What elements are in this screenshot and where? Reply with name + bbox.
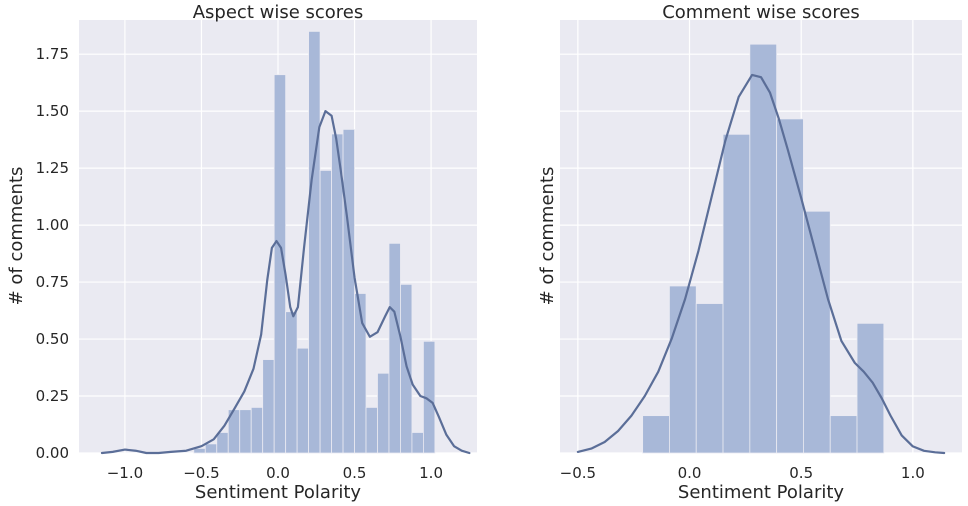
aspect-histogram-bars <box>193 30 436 454</box>
aspect-x-tick-label: 0.0 <box>266 464 290 482</box>
comment-histogram-bars <box>642 43 885 454</box>
aspect-histogram-bar <box>239 409 252 454</box>
comment-x-tick-label: −0.5 <box>560 464 596 482</box>
aspect-x-tick-label: 0.5 <box>343 464 367 482</box>
aspect-y-axis-label: # of comments <box>6 167 27 306</box>
comment-histogram-bar <box>803 210 831 454</box>
aspect-histogram-bar <box>250 407 264 454</box>
aspect-histogram-bar <box>342 128 355 454</box>
aspect-histogram-bar <box>411 432 424 454</box>
aspect-y-tick-label: 0.25 <box>36 387 69 405</box>
comment-x-tick-label: 0.5 <box>789 464 813 482</box>
aspect-x-tick-label: 1.0 <box>419 464 443 482</box>
aspect-y-tick-label: 1.75 <box>36 45 69 63</box>
comment-x-tick-label: 0.0 <box>678 464 702 482</box>
comment-density-curve <box>576 73 946 455</box>
aspect-histogram-bar <box>296 347 310 454</box>
aspect-x-tick-label: −1.0 <box>107 464 143 482</box>
comment-x-axis-label: Sentiment Polarity <box>678 482 844 503</box>
aspect-x-tick-label: −0.5 <box>183 464 219 482</box>
aspect-chart-title: Aspect wise scores <box>193 2 364 23</box>
aspect-density-curve-group <box>100 110 471 455</box>
aspect-histogram-bar <box>308 30 321 454</box>
aspect-histogram-bar <box>365 407 378 454</box>
aspect-y-tick-labels: 0.00 0.25 0.50 0.75 1.00 1.25 1.50 1.75 <box>36 45 69 462</box>
comment-y-axis-label: # of comments <box>537 167 558 306</box>
comment-histogram-bar <box>776 118 804 454</box>
aspect-histogram-bar <box>262 359 275 454</box>
aspect-y-tick-label: 0.00 <box>36 444 69 462</box>
comment-histogram-bar <box>695 303 724 454</box>
aspect-x-tick-labels: −1.0 −0.5 0.0 0.5 1.0 <box>107 464 443 482</box>
aspect-histogram-bar <box>204 443 218 454</box>
comment-x-tick-label: 1.0 <box>901 464 925 482</box>
comment-histogram-bar <box>722 133 751 454</box>
aspect-histogram-bar <box>354 293 367 454</box>
aspect-histogram-bar <box>388 242 401 454</box>
aspect-histogram-bar <box>216 432 229 454</box>
aspect-histogram-bar <box>285 311 298 454</box>
comment-x-tick-labels: −0.5 0.0 0.5 1.0 <box>560 464 925 482</box>
comment-histogram-bar <box>642 415 670 454</box>
aspect-histogram-bar <box>319 170 332 454</box>
comment-histogram-bar <box>749 43 778 454</box>
comment-histogram-bar <box>856 322 885 454</box>
aspect-histogram-bar <box>377 372 390 454</box>
aspect-histogram-bar <box>273 74 287 454</box>
aspect-y-tick-label: 0.50 <box>36 330 69 348</box>
comment-chart-title: Comment wise scores <box>662 2 860 23</box>
aspect-y-tick-label: 1.25 <box>36 159 69 177</box>
comment-histogram-bar <box>669 285 697 454</box>
comment-wise-panel: −0.5 0.0 0.5 1.0 Comment wise scores Sentim… <box>537 2 962 503</box>
aspect-x-axis-label: Sentiment Polarity <box>195 482 361 503</box>
aspect-density-curve <box>100 110 471 455</box>
comment-histogram-bar <box>829 415 858 454</box>
aspect-y-tick-label: 1.00 <box>36 216 69 234</box>
aspect-histogram-bar <box>193 448 206 454</box>
aspect-y-tick-label: 0.75 <box>36 273 69 291</box>
comment-density-curve-group <box>576 73 946 455</box>
aspect-y-tick-label: 1.50 <box>36 102 69 120</box>
aspect-wise-panel: −1.0 −0.5 0.0 0.5 1.0 0.00 0.25 0.50 0.75 1.00 1.… <box>6 2 477 503</box>
